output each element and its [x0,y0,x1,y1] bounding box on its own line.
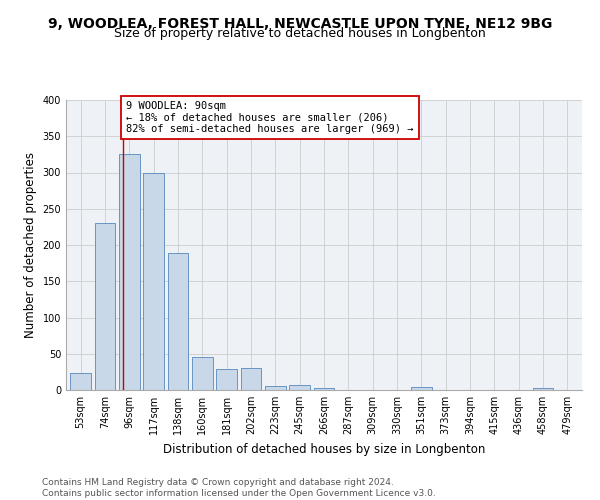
Text: Size of property relative to detached houses in Longbenton: Size of property relative to detached ho… [114,28,486,40]
Bar [192,356,212,390]
Text: Contains HM Land Registry data © Crown copyright and database right 2024.
Contai: Contains HM Land Registry data © Crown c… [42,478,436,498]
Bar [167,253,188,390]
Text: 9 WOODLEA: 90sqm
← 18% of detached houses are smaller (206)
82% of semi-detached: 9 WOODLEA: 90sqm ← 18% of detached house… [126,100,414,134]
Bar [265,386,286,390]
Bar [216,369,237,390]
Bar [289,385,310,390]
X-axis label: Distribution of detached houses by size in Longbenton: Distribution of detached houses by size … [163,442,485,456]
Bar [119,154,140,390]
Bar [411,387,432,390]
Y-axis label: Number of detached properties: Number of detached properties [24,152,37,338]
Bar [533,388,553,390]
Bar [314,388,334,390]
Text: 9, WOODLEA, FOREST HALL, NEWCASTLE UPON TYNE, NE12 9BG: 9, WOODLEA, FOREST HALL, NEWCASTLE UPON … [48,18,552,32]
Bar [143,173,164,390]
Bar [95,222,115,390]
Bar [241,368,262,390]
Bar [70,374,91,390]
